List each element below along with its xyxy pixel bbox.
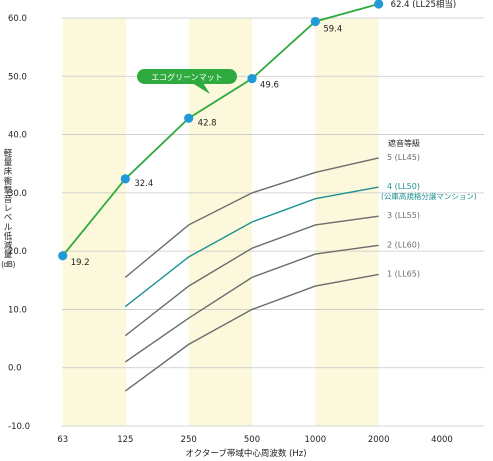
- y-axis-label: 軽量床衝撃音レベル低減量 (dB): [0, 149, 16, 280]
- product-value-label: 19.2: [71, 258, 90, 268]
- x-tick-label: 250: [181, 435, 197, 445]
- y-tick-labels: -10.0 0.0 10.0 20.0 30.0 40.0 50.0 60.0: [8, 14, 30, 432]
- product-point: [247, 74, 257, 84]
- y-tick-label: 40.0: [8, 131, 27, 141]
- product-value-label: 59.4: [323, 24, 342, 34]
- product-point: [374, 0, 384, 9]
- grade-line-4: [124, 186, 379, 308]
- grade-label-4: 4 (LL50): [387, 182, 420, 191]
- y-tick-label: 60.0: [8, 14, 27, 24]
- y-tick-label: 20.0: [8, 247, 27, 257]
- callout-pointer: [192, 83, 210, 94]
- callout-text: エコグリーンマット: [151, 72, 223, 82]
- grade-labels: 5 (LL45) 4 (LL50)(公庫高規格分譲マンション) 3 (LL55) 2 …: [381, 153, 477, 279]
- y-axis-label-unit: (dB): [1, 260, 15, 270]
- product-line: [62, 3, 379, 257]
- product-point: [310, 16, 320, 27]
- legend-title: 遮音等級: [388, 138, 420, 148]
- grade-label-3: 3 (LL55): [387, 211, 420, 220]
- grade-label-1: 1 (LL65): [387, 269, 420, 278]
- grade-line-5: [124, 157, 379, 278]
- x-tick-label: 63: [57, 435, 68, 445]
- product-value-label: 32.4: [134, 179, 153, 189]
- y-tick-label: 0.0: [8, 364, 22, 374]
- product-value-label: 49.6: [260, 81, 279, 91]
- callout-bubble: [137, 69, 237, 84]
- y-tick-label: 50.0: [8, 72, 27, 82]
- grade-line-2: [124, 244, 379, 363]
- grade-line-1: [124, 273, 379, 392]
- product-value-label: 62.4 (LL25相当): [391, 0, 457, 10]
- grade-label-5: 5 (LL45): [387, 153, 420, 162]
- x-tick-label: 125: [117, 435, 133, 445]
- product-callout: エコグリーンマット: [137, 69, 237, 94]
- x-tick-label: 500: [244, 435, 260, 445]
- product-point: [120, 174, 130, 184]
- product-series: 19.2 32.4 42.8 49.6 59.4 62.4 (LL25相当): [58, 0, 456, 268]
- grid-lines: [62, 17, 484, 427]
- x-tick-labels: 63 125 250 500 1000 2000 4000: [57, 435, 453, 445]
- band-1000: [315, 18, 379, 426]
- product-point: [184, 113, 194, 123]
- grade-note: (公庫高規格分譲マンション): [381, 191, 477, 201]
- x-tick-label: 2000: [368, 435, 390, 445]
- band-63: [62, 18, 127, 426]
- product-value-label: 42.8: [198, 118, 217, 128]
- y-tick-label: 10.0: [8, 305, 27, 315]
- x-tick-label: 1000: [305, 435, 327, 445]
- grade-label-2: 2 (LL60): [387, 240, 420, 249]
- grade-lines: [124, 157, 379, 392]
- y-tick-label: 30.0: [8, 189, 27, 199]
- y-tick-label: -10.0: [8, 422, 30, 432]
- x-tick-label: 4000: [431, 435, 453, 445]
- y-axis-label-text: 軽量床衝撃音レベル低減量: [3, 149, 13, 261]
- grade-line-3: [124, 215, 379, 337]
- x-axis-label: オクターブ帯域中心周波数 (Hz): [185, 448, 306, 459]
- product-point: [58, 251, 68, 261]
